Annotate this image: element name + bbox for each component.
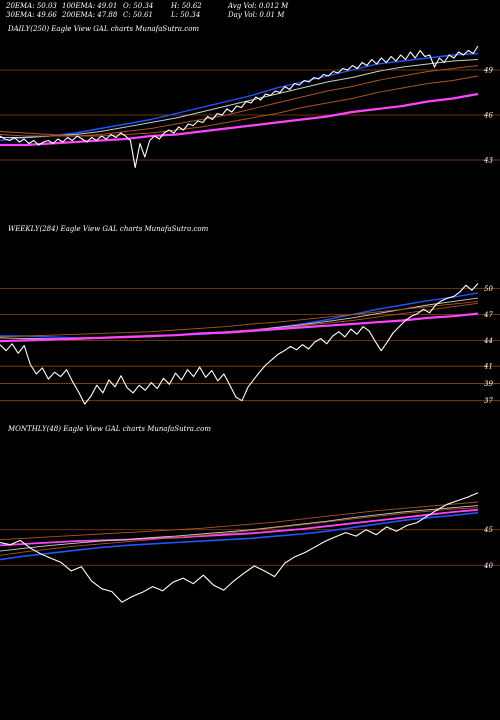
daily-panel-label: DAILY(250) Eagle View GAL charts MunafaS… — [8, 25, 200, 33]
weekly-tick-label-2: 44 — [483, 337, 493, 345]
daily-tick-label-0: 49 — [483, 67, 493, 75]
header-low: L: 50.34 — [171, 11, 201, 19]
monthly-ma-line-4 — [0, 507, 479, 556]
monthly-ma-line-0 — [0, 511, 479, 561]
monthly-tick-label-1: 40 — [483, 562, 493, 570]
header-ema20: 20EMA: 50.03 — [6, 2, 57, 10]
monthly-ma-line-3 — [0, 501, 479, 541]
daily-tick-label-1: 46 — [483, 112, 493, 120]
monthly-price-line — [0, 492, 479, 603]
header-close: C: 50.61 — [123, 11, 153, 19]
monthly-ma-line-2 — [0, 505, 479, 552]
weekly-tick-label-4: 39 — [484, 380, 493, 388]
header-ema30: 30EMA: 49.66 — [6, 11, 57, 19]
header-dayvol: Day Vol: 0.01 M — [228, 11, 285, 19]
daily-ma-line-4 — [0, 92, 479, 147]
daily-chart: 49 46 43 — [0, 45, 500, 169]
daily-ma-line-2 — [0, 65, 479, 137]
monthly-tick-label-0: 45 — [483, 526, 493, 534]
header-avgvol: Avg Vol: 0.012 M — [228, 2, 289, 10]
daily-ma-line-1 — [0, 59, 479, 138]
weekly-chart: 50 47 44 41 39 37 — [0, 283, 500, 405]
monthly-ma-line-1 — [0, 508, 479, 547]
weekly-tick-label-5: 37 — [484, 397, 493, 405]
monthly-panel-label: MONTHLY(48) Eagle View GAL charts Munafa… — [8, 425, 211, 433]
daily-tick-label-2: 43 — [483, 157, 493, 165]
weekly-price-line — [0, 283, 479, 405]
weekly-tick-label-0: 50 — [484, 285, 493, 293]
daily-price-line — [0, 45, 479, 169]
daily-ma-line-3 — [0, 75, 479, 137]
header-ema200: 200EMA: 47.88 — [62, 11, 118, 19]
weekly-panel-label: WEEKLY(284) Eagle View GAL charts Munafa… — [8, 225, 209, 233]
weekly-ma-line-3 — [0, 301, 479, 338]
header-ema100: 100EMA: 49.01 — [62, 2, 118, 10]
weekly-tick-label-3: 41 — [483, 363, 493, 371]
weekly-tick-label-1: 47 — [483, 311, 493, 319]
header-high: H: 50.62 — [171, 2, 202, 10]
monthly-chart: 45 40 — [0, 492, 500, 603]
daily-ma-line-0 — [0, 52, 479, 142]
weekly-ma-line-4 — [0, 312, 479, 343]
header-open: O: 50.34 — [123, 2, 154, 10]
